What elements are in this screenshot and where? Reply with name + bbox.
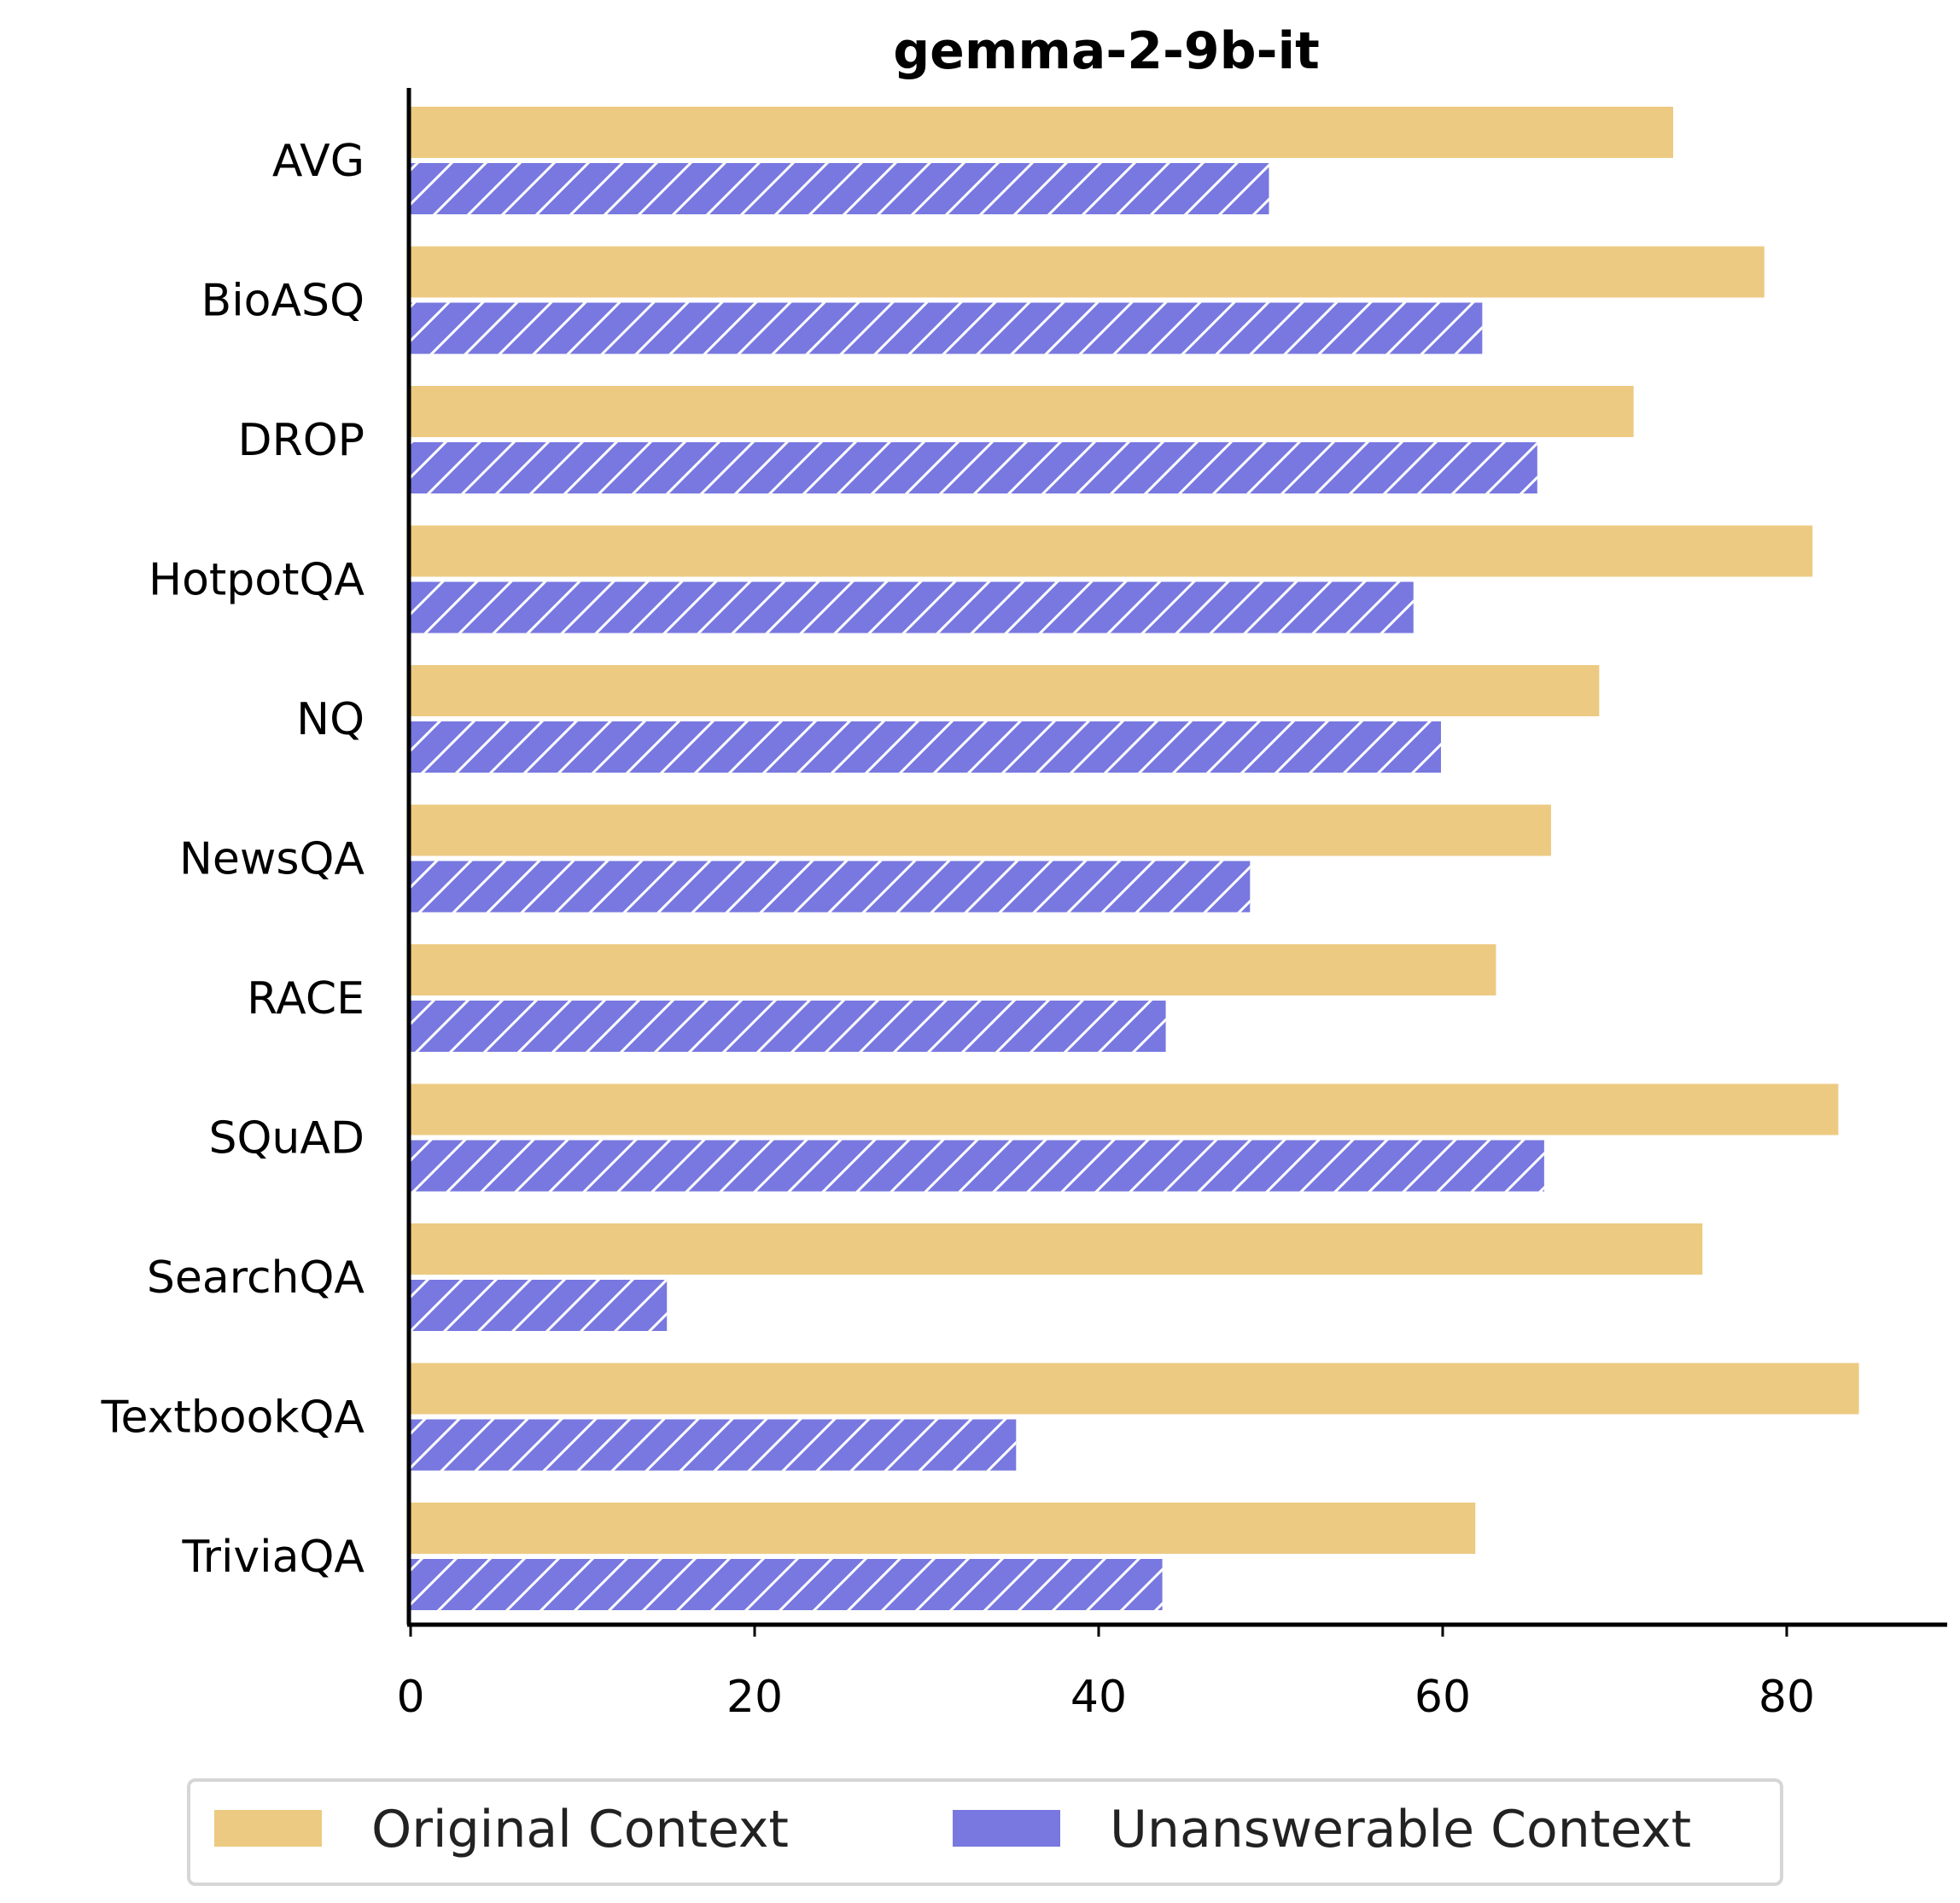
category-label: HotpotQA bbox=[149, 555, 365, 606]
bar-hatch-hotpotqa bbox=[411, 581, 1414, 633]
bar-original-drop bbox=[411, 386, 1634, 437]
x-axis-ticks: 0 20 40 60 80 bbox=[396, 1625, 1815, 1723]
bar-hatch-searchqa bbox=[411, 1280, 668, 1331]
x-tick-label: 60 bbox=[1415, 1672, 1471, 1723]
bar-original-hotpotqa bbox=[411, 525, 1813, 577]
category-label: SQuAD bbox=[208, 1113, 365, 1165]
bar-original-race bbox=[411, 944, 1496, 995]
bar-original-squad bbox=[411, 1083, 1839, 1135]
category-label: SearchQA bbox=[147, 1252, 365, 1304]
bar-original-searchqa bbox=[411, 1223, 1703, 1275]
bar-hatch-bioasq bbox=[411, 302, 1483, 354]
x-tick-label: 40 bbox=[1070, 1672, 1127, 1723]
x-tick-label: 80 bbox=[1759, 1672, 1815, 1723]
category-label: DROP bbox=[238, 415, 365, 466]
category-label: AVG bbox=[272, 136, 365, 187]
bar-original-textbookqa bbox=[411, 1363, 1859, 1415]
bar-hatch-newsqa bbox=[411, 861, 1251, 913]
bar-original-bioasq bbox=[411, 246, 1765, 298]
bars-group bbox=[411, 107, 1859, 1610]
legend: Original Context Unanswerable Context bbox=[187, 1778, 1783, 1886]
category-labels: AVG BioASQ DROP HotpotQA NQ NewsQA RACE SQuAD Se… bbox=[101, 136, 365, 1583]
bar-original-triviaqa bbox=[411, 1503, 1476, 1554]
bar-original-nq bbox=[411, 665, 1600, 716]
bar-hatch-drop bbox=[411, 442, 1537, 493]
category-label: TriviaQA bbox=[181, 1532, 365, 1583]
category-label: BioASQ bbox=[201, 276, 365, 327]
bar-hatch-avg bbox=[411, 163, 1269, 214]
category-label: TextbookQA bbox=[101, 1392, 365, 1444]
bar-hatch-textbookqa bbox=[411, 1419, 1017, 1471]
x-tick-label: 20 bbox=[726, 1672, 783, 1723]
bar-hatch-nq bbox=[411, 721, 1441, 773]
x-tick-label: 0 bbox=[396, 1672, 424, 1723]
bar-hatch-race bbox=[411, 1001, 1166, 1052]
bar-hatch-squad bbox=[411, 1140, 1544, 1192]
category-label: NQ bbox=[296, 694, 365, 745]
legend-swatch-unanswerable bbox=[953, 1810, 1060, 1847]
bar-original-avg bbox=[411, 107, 1674, 158]
legend-label-unanswerable: Unanswerable Context bbox=[1110, 1800, 1691, 1859]
chart-title: gemma-2-9b-it bbox=[893, 21, 1320, 81]
category-label: NewsQA bbox=[179, 834, 365, 885]
category-label: RACE bbox=[247, 973, 365, 1024]
bar-original-newsqa bbox=[411, 804, 1551, 856]
legend-label-original: Original Context bbox=[371, 1800, 789, 1859]
legend-swatch-original bbox=[214, 1810, 322, 1847]
bar-hatch-triviaqa bbox=[411, 1559, 1163, 1610]
